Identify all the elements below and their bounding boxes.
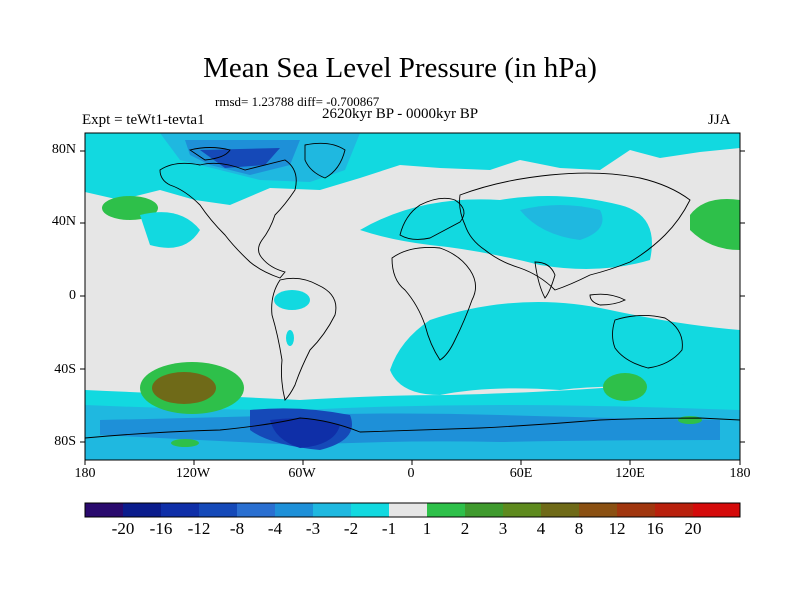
south-indian-positive-region — [603, 373, 647, 401]
colorbar-label: -1 — [381, 519, 397, 538]
time-range-label: 2620kyr BP - 0000kyr BP — [322, 106, 479, 122]
coastline-south-america — [271, 277, 337, 401]
colorbar-label: 1 — [422, 519, 432, 538]
colorbar-label: -3 — [305, 519, 321, 538]
coastline-australia — [612, 315, 683, 369]
west-pacific-negative-region — [140, 212, 200, 248]
colorbar-swatch-10 — [465, 503, 503, 517]
colorbar-label: 12 — [608, 519, 626, 538]
lon-label-180e: 180 — [729, 466, 751, 481]
figure-title: Mean Sea Level Pressure (in hPa) — [203, 52, 597, 84]
coastline-antarctica — [85, 417, 740, 439]
colorbar-swatch-14 — [617, 503, 655, 517]
colorbar — [84, 502, 741, 518]
lat-label-0: 0 — [69, 288, 76, 303]
lon-label-120e: 120E — [615, 466, 645, 481]
lon-label-60w: 60W — [288, 466, 316, 481]
lon-label-180w: 180 — [74, 466, 96, 481]
amazon-negative-region — [274, 290, 310, 310]
lon-label-0: 0 — [407, 466, 415, 481]
colorbar-swatch-3 — [199, 503, 237, 517]
antarctic-dark-blue-region — [270, 418, 340, 448]
colorbar-swatch-8 — [389, 503, 427, 517]
colorbar-label: -2 — [343, 519, 359, 538]
coastline-asia — [459, 172, 691, 291]
colorbar-swatch-4 — [237, 503, 275, 517]
lon-label-60e: 60E — [509, 466, 533, 481]
colorbar-swatch-15 — [655, 503, 693, 517]
coastline-india — [534, 261, 556, 299]
greenland-blue-region — [200, 148, 280, 168]
colorbar-swatch-13 — [579, 503, 617, 517]
colorbar-label: 20 — [684, 519, 702, 538]
coastline-europe — [399, 197, 465, 240]
coastline-greenland — [304, 142, 346, 179]
lat-label-40s: 40S — [54, 362, 76, 377]
colorbar-swatch-0 — [85, 503, 123, 517]
andes-negative-region — [286, 330, 294, 346]
south-pacific-strong-positive-region — [152, 372, 216, 404]
coastline-africa — [391, 247, 476, 361]
pressure-anomaly-field — [85, 133, 740, 460]
indian-ocean-negative-region — [390, 302, 740, 400]
rmsd-diff-stats: rmsd= 1.23788 diff= -0.700867 — [215, 94, 380, 109]
colorbar-swatch-7 — [351, 503, 389, 517]
north-pacific-east-positive-region — [690, 199, 740, 250]
colorbar-swatch-11 — [503, 503, 541, 517]
colorbar-swatch-5 — [275, 503, 313, 517]
lat-label-80n: 80N — [51, 142, 76, 157]
colorbar-swatch-16 — [693, 503, 740, 517]
season-label: JJA — [708, 112, 731, 128]
north-pacific-positive-region — [102, 196, 158, 220]
lat-label-80s: 80S — [54, 434, 76, 449]
experiment-label: Expt = teWt1-tevta1 — [82, 112, 205, 128]
colorbar-label: 4 — [536, 519, 546, 538]
colorbar-label: -4 — [267, 519, 283, 538]
colorbar-label: 2 — [460, 519, 470, 538]
colorbar-label: 16 — [646, 519, 664, 538]
colorbar-swatch-1 — [123, 503, 161, 517]
colorbar-label: -20 — [111, 519, 135, 538]
colorbar-label: -8 — [229, 519, 245, 538]
colorbar-swatch-12 — [541, 503, 579, 517]
coastlines — [85, 142, 740, 439]
colorbar-swatch-2 — [161, 503, 199, 517]
lat-label-40n: 40N — [51, 214, 76, 229]
colorbar-label: -12 — [187, 519, 211, 538]
lon-label-120w: 120W — [175, 466, 211, 481]
colorbar-label: 3 — [498, 519, 508, 538]
colorbar-label: 8 — [574, 519, 584, 538]
antarctic-green-patch-2 — [678, 416, 702, 424]
asia-light-blue-region — [520, 205, 603, 240]
colorbar-swatch-9 — [427, 503, 465, 517]
axis-ticks — [80, 150, 745, 465]
coastline-north-america — [159, 159, 297, 279]
colorbar-swatch-6 — [313, 503, 351, 517]
antarctic-green-patch-1 — [171, 439, 199, 447]
coastline-arctic-islands — [188, 147, 231, 161]
coastline-indonesia — [589, 293, 626, 306]
colorbar-label: -16 — [149, 519, 173, 538]
